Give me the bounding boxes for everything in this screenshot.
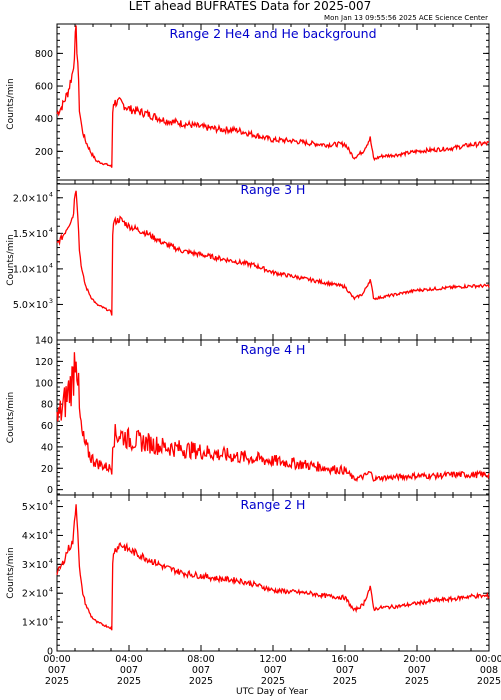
x-tick-label: 00:00 [43,654,70,665]
chart-panel: 01×10 42×10 43×10 44×10 45×10 4Counts/minRang… [6,494,490,658]
y-tick-label: 1.5×10 [13,229,48,240]
y-tick-label: 60 [41,421,53,432]
y-tick-label: 80 [41,400,53,411]
y-tick-label: 4×10 [22,531,48,542]
x-tick-label: 2025 [477,676,501,687]
y-tick-label: 0 [47,647,53,658]
x-tick-label: 007 [264,665,282,676]
y-tick-label: 1×10 [22,618,48,629]
panel-title: Range 2 H [241,497,306,512]
y-tick-label: 20 [41,464,53,475]
x-tick-label: 2025 [333,676,357,687]
x-tick-label: 08:00 [187,654,214,665]
panel-title: Range 3 H [241,182,306,197]
y-tick-exponent: 4 [49,528,53,536]
y-tick-label: 5.0×10 [13,300,48,311]
panel-title: Range 4 H [241,342,306,357]
y-tick-exponent: 4 [49,226,53,234]
y-tick-exponent: 4 [49,615,53,623]
x-tick-label: 20:00 [403,654,430,665]
y-tick-exponent: 4 [49,261,53,269]
panel-title: Range 2 He4 and He background [169,26,376,41]
panel-frame [56,179,490,341]
x-tick-label: 2025 [45,676,69,687]
y-tick-label: 2×10 [22,589,48,600]
x-tick-label: 007 [48,665,66,676]
y-tick-label: 120 [35,357,53,368]
chart-panel: 5.0×10 31.0×10 41.5×10 42.0×10 4Counts/minRa… [6,179,490,341]
y-tick-label: 0 [47,485,53,496]
x-tick-label: 007 [192,665,210,676]
chart-panel: 200 400 600 800 Counts/min Range 2 He4 and He… [6,23,490,185]
series-line [56,504,490,631]
y-tick-label: 5×10 [22,502,48,513]
panel-frame [56,23,490,185]
y-tick-label: 800 [35,49,53,60]
y-tick-exponent: 4 [49,586,53,594]
y-tick-label: 600 [35,82,53,93]
series-line [56,25,490,168]
y-axis-label: Counts/min [6,547,16,598]
x-tick-label: 007 [408,665,426,676]
y-tick-label: 1.0×10 [13,264,48,275]
y-axis-label: Counts/min [6,392,16,443]
x-tick-label: 2025 [117,676,141,687]
chart-timestamp: Mon Jan 13 09:55:56 2025 ACE Science Cen… [324,14,488,22]
y-tick-label: 200 [35,147,53,158]
y-tick-exponent: 4 [49,499,53,507]
y-tick-label: 40 [41,442,53,453]
y-tick-exponent: 4 [49,190,53,198]
x-tick-label: 2025 [405,676,429,687]
x-tick-label: 007 [336,665,354,676]
y-tick-exponent: 3 [49,297,53,305]
x-tick-label: 007 [120,665,138,676]
x-tick-label: 04:00 [115,654,142,665]
y-tick-exponent: 4 [49,557,53,565]
x-tick-label: 12:00 [259,654,286,665]
series-line [56,190,490,316]
x-tick-label: 16:00 [331,654,358,665]
panel-frame [56,494,490,652]
y-tick-label: 3×10 [22,560,48,571]
y-axis-label: Counts/min [6,234,16,285]
y-tick-label: 400 [35,114,53,125]
chart-panel: 0 20 40 60 80 100 120 140 Counts/min Range 4 H [6,336,490,496]
chart-title: LET ahead BUFRATES Data for 2025-007 [129,0,371,13]
y-tick-label: 140 [35,336,53,347]
x-tick-label: 2025 [189,676,213,687]
y-tick-label: 100 [35,378,53,389]
x-axis-label: UTC Day of Year [236,687,308,697]
series-line [56,352,490,483]
x-tick-label: 2025 [261,676,285,687]
x-tick-label: 00:00 [475,654,501,665]
y-tick-label: 2.0×10 [13,193,48,204]
y-axis-label: Counts/min [6,78,16,129]
x-tick-label: 008 [480,665,498,676]
